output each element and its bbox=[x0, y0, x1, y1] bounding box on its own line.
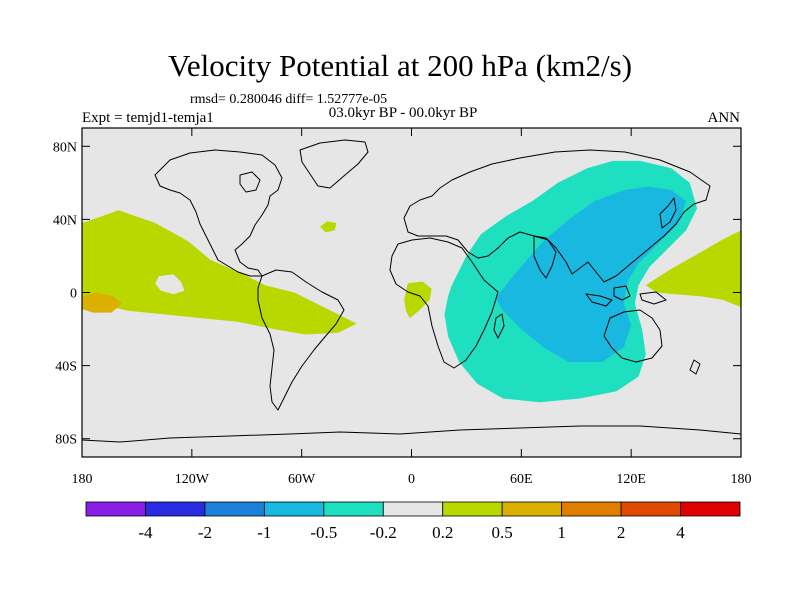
south-america-coast bbox=[257, 269, 345, 411]
colorbar-swatch-7 bbox=[501, 501, 563, 517]
colorbar-label-4: -0.2 bbox=[370, 523, 397, 542]
y-tick-label-0: 80N bbox=[53, 140, 77, 155]
x-tick-label-3: 0 bbox=[408, 472, 415, 487]
y-tick-label-3: 40S bbox=[55, 360, 77, 375]
y-tick-label-1: 40N bbox=[53, 213, 77, 228]
colorbar-label-3: -0.5 bbox=[310, 523, 337, 542]
new-zealand-coast bbox=[689, 359, 701, 375]
y-tick-label-4: 80S bbox=[55, 433, 77, 448]
x-tick-label-2: 60W bbox=[288, 472, 316, 487]
x-tick-label-6: 180 bbox=[731, 472, 752, 487]
japan-coast bbox=[659, 197, 677, 229]
colorbar-swatch-9 bbox=[620, 501, 681, 517]
stats-subtitle: rmsd= 0.280046 diff= 1.52777e-05 bbox=[190, 92, 388, 107]
colorbar-swatch-10 bbox=[680, 501, 741, 517]
colorbar-label-6: 0.5 bbox=[492, 523, 513, 542]
contour-region-7 bbox=[495, 186, 687, 362]
contour-region-2 bbox=[155, 274, 185, 295]
colorbar-label-2: -1 bbox=[257, 523, 271, 542]
colorbar-swatch-5 bbox=[382, 501, 444, 517]
colorbar-label-7: 1 bbox=[557, 523, 566, 542]
madagascar-coast bbox=[493, 313, 505, 339]
x-tick-label-1: 120W bbox=[175, 472, 210, 487]
greenland-coast bbox=[299, 139, 369, 189]
colorbar-swatch-4 bbox=[323, 501, 384, 517]
axes-layer: 180 120W 60W 0 60E 120E 180 80N 40N 0 40S 80S bbox=[53, 128, 752, 487]
contour-region-4 bbox=[404, 281, 432, 319]
north-america-coast bbox=[154, 149, 283, 277]
contour-region-5 bbox=[645, 230, 741, 308]
chart-title: Velocity Potential at 200 hPa (km2/s) bbox=[167, 48, 633, 83]
contour-region-0 bbox=[82, 210, 357, 335]
colorbar-label-1: -2 bbox=[198, 523, 212, 542]
colorbar-label-5: 0.2 bbox=[432, 523, 453, 542]
x-tick-label-4: 60E bbox=[510, 472, 533, 487]
eurasia-coast bbox=[403, 149, 711, 283]
contour-fill-layer bbox=[82, 160, 741, 403]
antarctica-coast bbox=[82, 425, 741, 443]
hudson-bay bbox=[239, 171, 261, 193]
period-label: 03.0kyr BP - 00.0kyr BP bbox=[328, 105, 478, 121]
colorbar-label-0: -4 bbox=[138, 523, 153, 542]
y-tick-label-2: 0 bbox=[70, 287, 77, 302]
colorbar-swatch-0 bbox=[85, 501, 146, 517]
experiment-label: Expt = temjd1-temja1 bbox=[82, 110, 214, 126]
colorbar-swatch-2 bbox=[204, 501, 265, 517]
colorbar-label-9: 4 bbox=[676, 523, 685, 542]
x-tick-label-0: 180 bbox=[72, 472, 93, 487]
x-tick-label-5: 120E bbox=[616, 472, 646, 487]
australia-coast bbox=[603, 309, 663, 363]
colorbar-label-8: 2 bbox=[617, 523, 626, 542]
india-coast bbox=[533, 235, 557, 279]
colorbar-swatch-6 bbox=[442, 501, 503, 517]
contour-region-3 bbox=[320, 221, 337, 233]
season-label: ANN bbox=[707, 110, 741, 126]
maritime-continent-coast bbox=[585, 285, 667, 307]
africa-coast bbox=[389, 237, 499, 369]
colorbar-swatch-3 bbox=[263, 501, 325, 517]
colorbar-swatch-8 bbox=[561, 501, 622, 517]
contour-region-1 bbox=[82, 292, 123, 313]
coastline-layer bbox=[82, 139, 741, 443]
colorbar-swatch-1 bbox=[145, 501, 206, 517]
colorbar: -4 -2 -1 -0.5 -0.2 0.2 0.5 1 2 4 bbox=[85, 501, 741, 542]
